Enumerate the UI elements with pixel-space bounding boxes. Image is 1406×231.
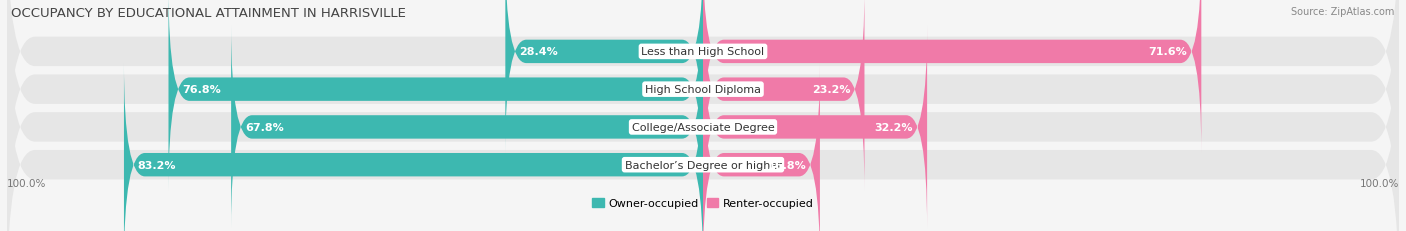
FancyBboxPatch shape [7, 0, 1399, 231]
Text: 23.2%: 23.2% [813, 85, 851, 95]
Text: 83.2%: 83.2% [138, 160, 176, 170]
FancyBboxPatch shape [703, 64, 820, 231]
Text: College/Associate Degree: College/Associate Degree [631, 122, 775, 132]
Text: 100.0%: 100.0% [1360, 178, 1399, 188]
FancyBboxPatch shape [505, 0, 703, 153]
Text: OCCUPANCY BY EDUCATIONAL ATTAINMENT IN HARRISVILLE: OCCUPANCY BY EDUCATIONAL ATTAINMENT IN H… [11, 7, 406, 20]
FancyBboxPatch shape [703, 26, 927, 228]
Text: 16.8%: 16.8% [768, 160, 806, 170]
FancyBboxPatch shape [124, 64, 703, 231]
Text: Source: ZipAtlas.com: Source: ZipAtlas.com [1291, 7, 1395, 17]
Text: High School Diploma: High School Diploma [645, 85, 761, 95]
FancyBboxPatch shape [7, 0, 1399, 188]
FancyBboxPatch shape [703, 0, 1201, 153]
FancyBboxPatch shape [7, 0, 1399, 225]
Text: 28.4%: 28.4% [519, 47, 558, 57]
Text: 32.2%: 32.2% [875, 122, 912, 132]
FancyBboxPatch shape [231, 26, 703, 228]
Text: Less than High School: Less than High School [641, 47, 765, 57]
Legend: Owner-occupied, Renter-occupied: Owner-occupied, Renter-occupied [588, 194, 818, 213]
Text: Bachelor’s Degree or higher: Bachelor’s Degree or higher [624, 160, 782, 170]
FancyBboxPatch shape [7, 29, 1399, 231]
FancyBboxPatch shape [703, 0, 865, 191]
Text: 67.8%: 67.8% [245, 122, 284, 132]
FancyBboxPatch shape [169, 0, 703, 191]
Text: 100.0%: 100.0% [7, 178, 46, 188]
Text: 71.6%: 71.6% [1149, 47, 1188, 57]
Text: 76.8%: 76.8% [183, 85, 221, 95]
